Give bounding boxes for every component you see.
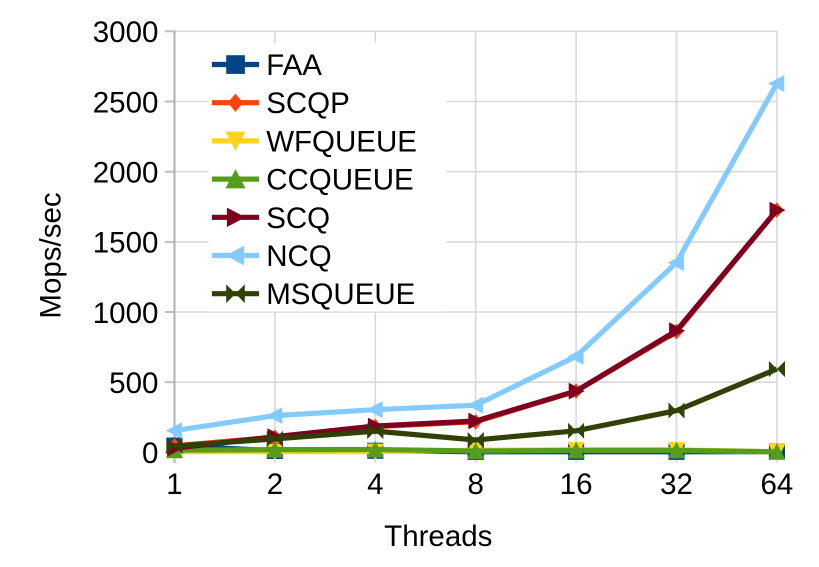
svg-text:64: 64 (760, 468, 793, 501)
svg-text:2500: 2500 (93, 86, 159, 119)
svg-text:4: 4 (367, 468, 383, 501)
svg-text:16: 16 (560, 468, 593, 501)
svg-text:CCQUEUE: CCQUEUE (266, 164, 414, 197)
svg-text:8: 8 (467, 468, 483, 501)
svg-text:32: 32 (660, 468, 693, 501)
svg-text:MSQUEUE: MSQUEUE (266, 278, 415, 311)
svg-text:2000: 2000 (93, 157, 159, 190)
svg-text:SCQP: SCQP (266, 87, 350, 120)
svg-text:1000: 1000 (93, 297, 159, 330)
svg-text:WFQUEUE: WFQUEUE (266, 125, 417, 158)
svg-text:Threads: Threads (384, 520, 492, 553)
svg-text:1500: 1500 (93, 227, 159, 260)
svg-text:NCQ: NCQ (266, 240, 332, 273)
svg-text:FAA: FAA (266, 49, 322, 82)
svg-text:500: 500 (109, 367, 158, 400)
svg-text:1: 1 (166, 468, 182, 501)
svg-text:SCQ: SCQ (266, 202, 330, 235)
svg-text:3000: 3000 (93, 16, 159, 49)
svg-text:Mops/sec: Mops/sec (35, 192, 68, 318)
svg-text:0: 0 (142, 437, 158, 470)
svg-text:2: 2 (267, 468, 283, 501)
